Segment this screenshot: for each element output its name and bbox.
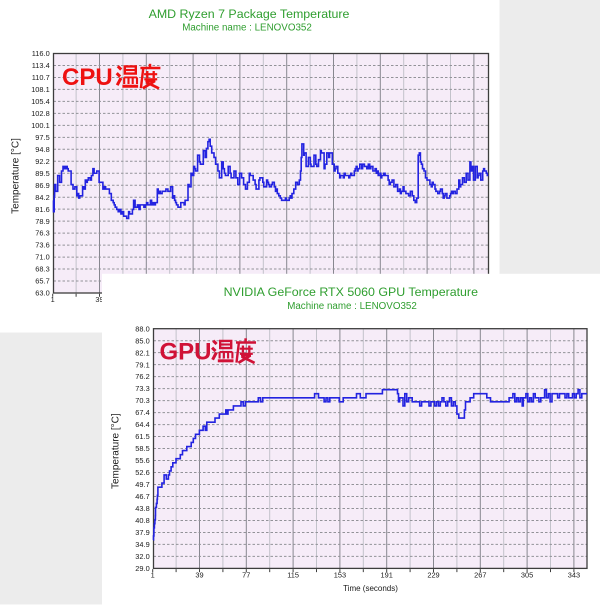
svg-text:229: 229	[427, 571, 439, 580]
svg-text:191: 191	[381, 571, 393, 580]
svg-text:65.7: 65.7	[35, 277, 49, 286]
svg-text:34.9: 34.9	[135, 540, 149, 549]
svg-text:89.5: 89.5	[35, 169, 49, 178]
svg-text:86.9: 86.9	[35, 181, 49, 190]
svg-text:105.4: 105.4	[31, 97, 50, 106]
svg-text:97.5: 97.5	[35, 133, 49, 142]
svg-text:46.7: 46.7	[135, 492, 149, 501]
svg-text:Machine name : LENOVO352: Machine name : LENOVO352	[287, 301, 417, 312]
svg-text:73.3: 73.3	[135, 384, 149, 393]
svg-text:1: 1	[51, 295, 55, 304]
svg-text:70.3: 70.3	[135, 396, 149, 405]
svg-text:68.3: 68.3	[35, 265, 49, 274]
svg-text:40.8: 40.8	[135, 516, 149, 525]
svg-text:77: 77	[242, 571, 250, 580]
svg-text:64.4: 64.4	[135, 420, 149, 429]
svg-text:108.1: 108.1	[31, 85, 50, 94]
svg-text:32.0: 32.0	[135, 552, 149, 561]
svg-text:82.1: 82.1	[135, 348, 149, 357]
svg-text:110.7: 110.7	[32, 73, 50, 82]
svg-text:94.8: 94.8	[35, 145, 49, 154]
svg-text:78.9: 78.9	[35, 217, 49, 226]
svg-text:115: 115	[287, 571, 299, 580]
svg-text:Time (seconds): Time (seconds)	[343, 584, 398, 593]
svg-text:43.8: 43.8	[135, 504, 149, 513]
svg-text:GPU: GPU	[160, 339, 212, 366]
svg-text:343: 343	[568, 571, 580, 580]
svg-text:Machine name : LENOVO352: Machine name : LENOVO352	[182, 23, 312, 34]
svg-text:73.6: 73.6	[35, 241, 49, 250]
svg-text:67.4: 67.4	[135, 408, 149, 417]
svg-text:NVIDIA GeForce RTX 5060 GPU Te: NVIDIA GeForce RTX 5060 GPU Temperature	[224, 285, 478, 299]
svg-text:84.2: 84.2	[35, 193, 49, 202]
svg-text:63.0: 63.0	[35, 289, 49, 298]
svg-text:37.9: 37.9	[135, 528, 149, 537]
svg-text:113.4: 113.4	[32, 61, 50, 70]
svg-text:49.7: 49.7	[135, 480, 149, 489]
svg-text:29.0: 29.0	[135, 564, 149, 573]
svg-text:AMD Ryzen 7 Package Temperatur: AMD Ryzen 7 Package Temperature	[149, 7, 350, 21]
svg-text:267: 267	[474, 571, 486, 580]
svg-text:39: 39	[195, 571, 203, 580]
svg-text:61.5: 61.5	[135, 432, 149, 441]
svg-text:116.0: 116.0	[32, 49, 50, 58]
svg-text:76.2: 76.2	[135, 372, 149, 381]
svg-text:305: 305	[521, 571, 533, 580]
svg-text:55.6: 55.6	[135, 456, 149, 465]
svg-text:58.5: 58.5	[135, 444, 149, 453]
svg-text:71.0: 71.0	[35, 253, 49, 262]
svg-text:81.6: 81.6	[35, 205, 49, 214]
svg-text:39: 39	[95, 295, 103, 304]
svg-text:1: 1	[151, 571, 155, 580]
svg-text:CPU: CPU	[62, 64, 113, 91]
svg-text:Temperature [°C]: Temperature [°C]	[11, 138, 22, 214]
svg-text:79.1: 79.1	[135, 360, 149, 369]
svg-text:76.3: 76.3	[35, 229, 49, 238]
svg-text:88.0: 88.0	[135, 324, 149, 333]
svg-text:102.8: 102.8	[31, 109, 50, 118]
svg-text:85.0: 85.0	[135, 336, 149, 345]
svg-text:Temperature [°C]: Temperature [°C]	[111, 413, 122, 489]
svg-text:100.1: 100.1	[31, 121, 50, 130]
svg-text:92.2: 92.2	[35, 157, 49, 166]
svg-text:52.6: 52.6	[135, 468, 149, 477]
svg-text:153: 153	[334, 571, 346, 580]
